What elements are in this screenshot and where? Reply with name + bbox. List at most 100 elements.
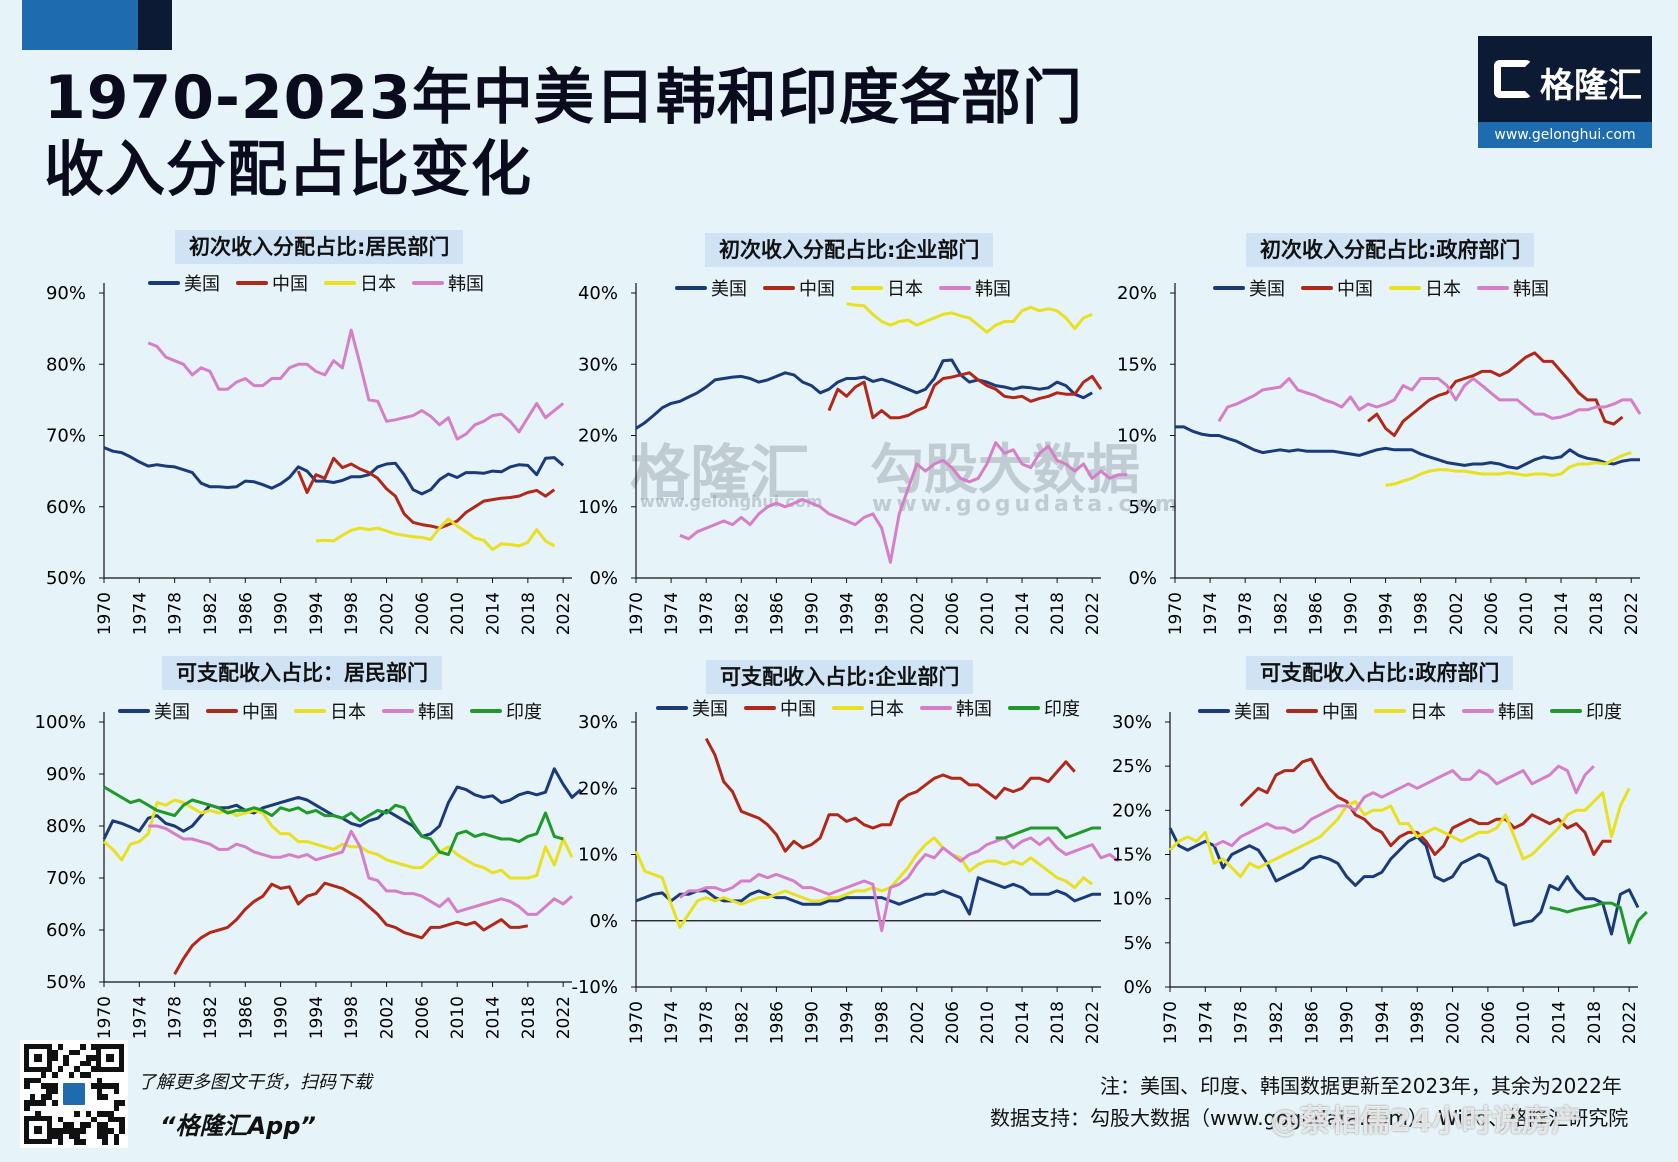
legend-item: 中国	[1286, 698, 1358, 724]
qr-logo-icon	[60, 1080, 88, 1108]
qr-code[interactable]	[20, 1040, 128, 1148]
x-tick-label: 1998	[873, 1001, 893, 1044]
top-accent-dark	[138, 0, 172, 50]
x-tick-label: 2002	[1444, 1001, 1464, 1044]
x-tick-label: 1986	[1302, 1001, 1322, 1044]
qr-module	[85, 1122, 92, 1128]
legend-swatch	[470, 709, 502, 713]
chart-legend: 美国 中国 日本 韩国	[148, 270, 484, 296]
qr-module	[35, 1100, 41, 1106]
qr-module	[85, 1072, 92, 1078]
x-tick-label: 1982	[201, 592, 221, 635]
legend-swatch	[1477, 286, 1509, 290]
legend-label: 韩国	[1498, 702, 1534, 723]
qr-module	[57, 1044, 64, 1050]
legend-swatch	[656, 706, 688, 710]
qr-module	[63, 1055, 69, 1061]
qr-module	[40, 1083, 47, 1089]
legend-swatch	[851, 286, 883, 290]
x-tick-label: 2006	[413, 592, 433, 635]
series-line-日本	[1168, 787, 1631, 879]
legend-item: 中国	[236, 270, 308, 296]
x-tick-label: 2014	[484, 592, 504, 635]
x-tick-label: 1998	[1408, 1001, 1428, 1044]
qr-module	[29, 1094, 36, 1100]
brand-g-icon	[1494, 60, 1532, 98]
x-tick-label: 1978	[1232, 1001, 1252, 1044]
legend-item: 美国	[656, 695, 728, 721]
qr-module	[35, 1077, 41, 1084]
x-tick-label: 2018	[1587, 592, 1607, 635]
x-tick-label: 2018	[1048, 1001, 1068, 1044]
x-tick-label: 1990	[1341, 592, 1361, 635]
qr-module	[96, 1111, 103, 1117]
qr-module	[85, 1055, 92, 1061]
x-tick-label: 2022	[554, 996, 574, 1039]
x-tick-label: 2002	[908, 1001, 928, 1044]
x-tick-label: 1994	[1377, 592, 1397, 635]
qr-module	[74, 1139, 80, 1145]
y-tick-label: 10%	[1112, 889, 1152, 910]
qr-module	[102, 1133, 108, 1140]
legend-item: 中国	[206, 698, 278, 724]
legend-item: 日本	[851, 275, 923, 301]
legend-swatch	[1301, 286, 1333, 290]
legend-label: 美国	[1234, 702, 1270, 723]
x-tick-label: 1998	[1412, 592, 1432, 635]
legend-label: 美国	[711, 279, 747, 300]
x-tick-label: 2010	[978, 592, 998, 635]
chart-axis	[1174, 283, 1640, 579]
x-tick-label: 1998	[873, 592, 893, 635]
y-tick-label: -10%	[571, 977, 618, 998]
y-tick-label: 0%	[589, 568, 618, 589]
series-line-韩国	[147, 328, 565, 441]
legend-item: 日本	[832, 695, 904, 721]
legend-label: 韩国	[975, 279, 1011, 300]
chart-title: 初次收入分配占比:居民部门	[175, 230, 464, 264]
legend-swatch	[324, 281, 356, 285]
series-line-印度	[1549, 901, 1648, 945]
legend-label: 日本	[330, 702, 366, 723]
legend-item: 日本	[1389, 275, 1461, 301]
y-tick-label: 20%	[1117, 283, 1157, 304]
qr-module	[57, 1133, 64, 1140]
legend-label: 韩国	[1513, 279, 1549, 300]
y-tick-label: 15%	[1117, 354, 1157, 375]
x-tick-label: 1986	[1306, 592, 1326, 635]
qr-module	[74, 1066, 80, 1072]
y-tick-label: 70%	[46, 426, 86, 447]
legend-label: 美国	[184, 274, 220, 295]
legend-swatch	[1462, 709, 1494, 713]
title-line-2: 收入分配占比变化	[44, 135, 532, 205]
qr-module	[102, 1122, 108, 1128]
qr-module	[96, 1083, 103, 1089]
qr-module	[102, 1094, 108, 1100]
qr-finder	[96, 1044, 124, 1072]
series-line-中国	[296, 456, 556, 530]
chart-title: 可支配收入占比:企业部门	[706, 660, 974, 694]
legend-swatch	[236, 281, 268, 285]
x-tick-label: 1990	[802, 592, 822, 635]
series-line-中国	[704, 737, 1076, 853]
series-line-中国	[173, 881, 529, 975]
qr-module	[91, 1066, 97, 1072]
qr-module	[68, 1072, 75, 1078]
qr-module	[24, 1083, 30, 1089]
legend-swatch	[382, 709, 414, 713]
qr-module	[57, 1066, 64, 1072]
x-tick-label: 2002	[378, 592, 398, 635]
x-tick-label: 2022	[1620, 1001, 1640, 1044]
qr-module	[40, 1072, 47, 1078]
qr-module	[29, 1077, 36, 1084]
qr-module	[96, 1128, 103, 1134]
chart-legend: 美国 中国 日本 韩国 印度	[656, 695, 1080, 721]
series-line-日本	[1385, 451, 1632, 487]
legend-label: 印度	[1044, 699, 1080, 720]
x-tick-label: 2002	[908, 592, 928, 635]
qr-module	[40, 1100, 47, 1106]
chart-title: 可支配收入占比:政府部门	[1246, 656, 1514, 690]
legend-label: 日本	[360, 274, 396, 295]
y-tick-label: 80%	[46, 816, 86, 837]
qr-module	[63, 1060, 69, 1067]
series-line-美国	[635, 876, 1101, 916]
